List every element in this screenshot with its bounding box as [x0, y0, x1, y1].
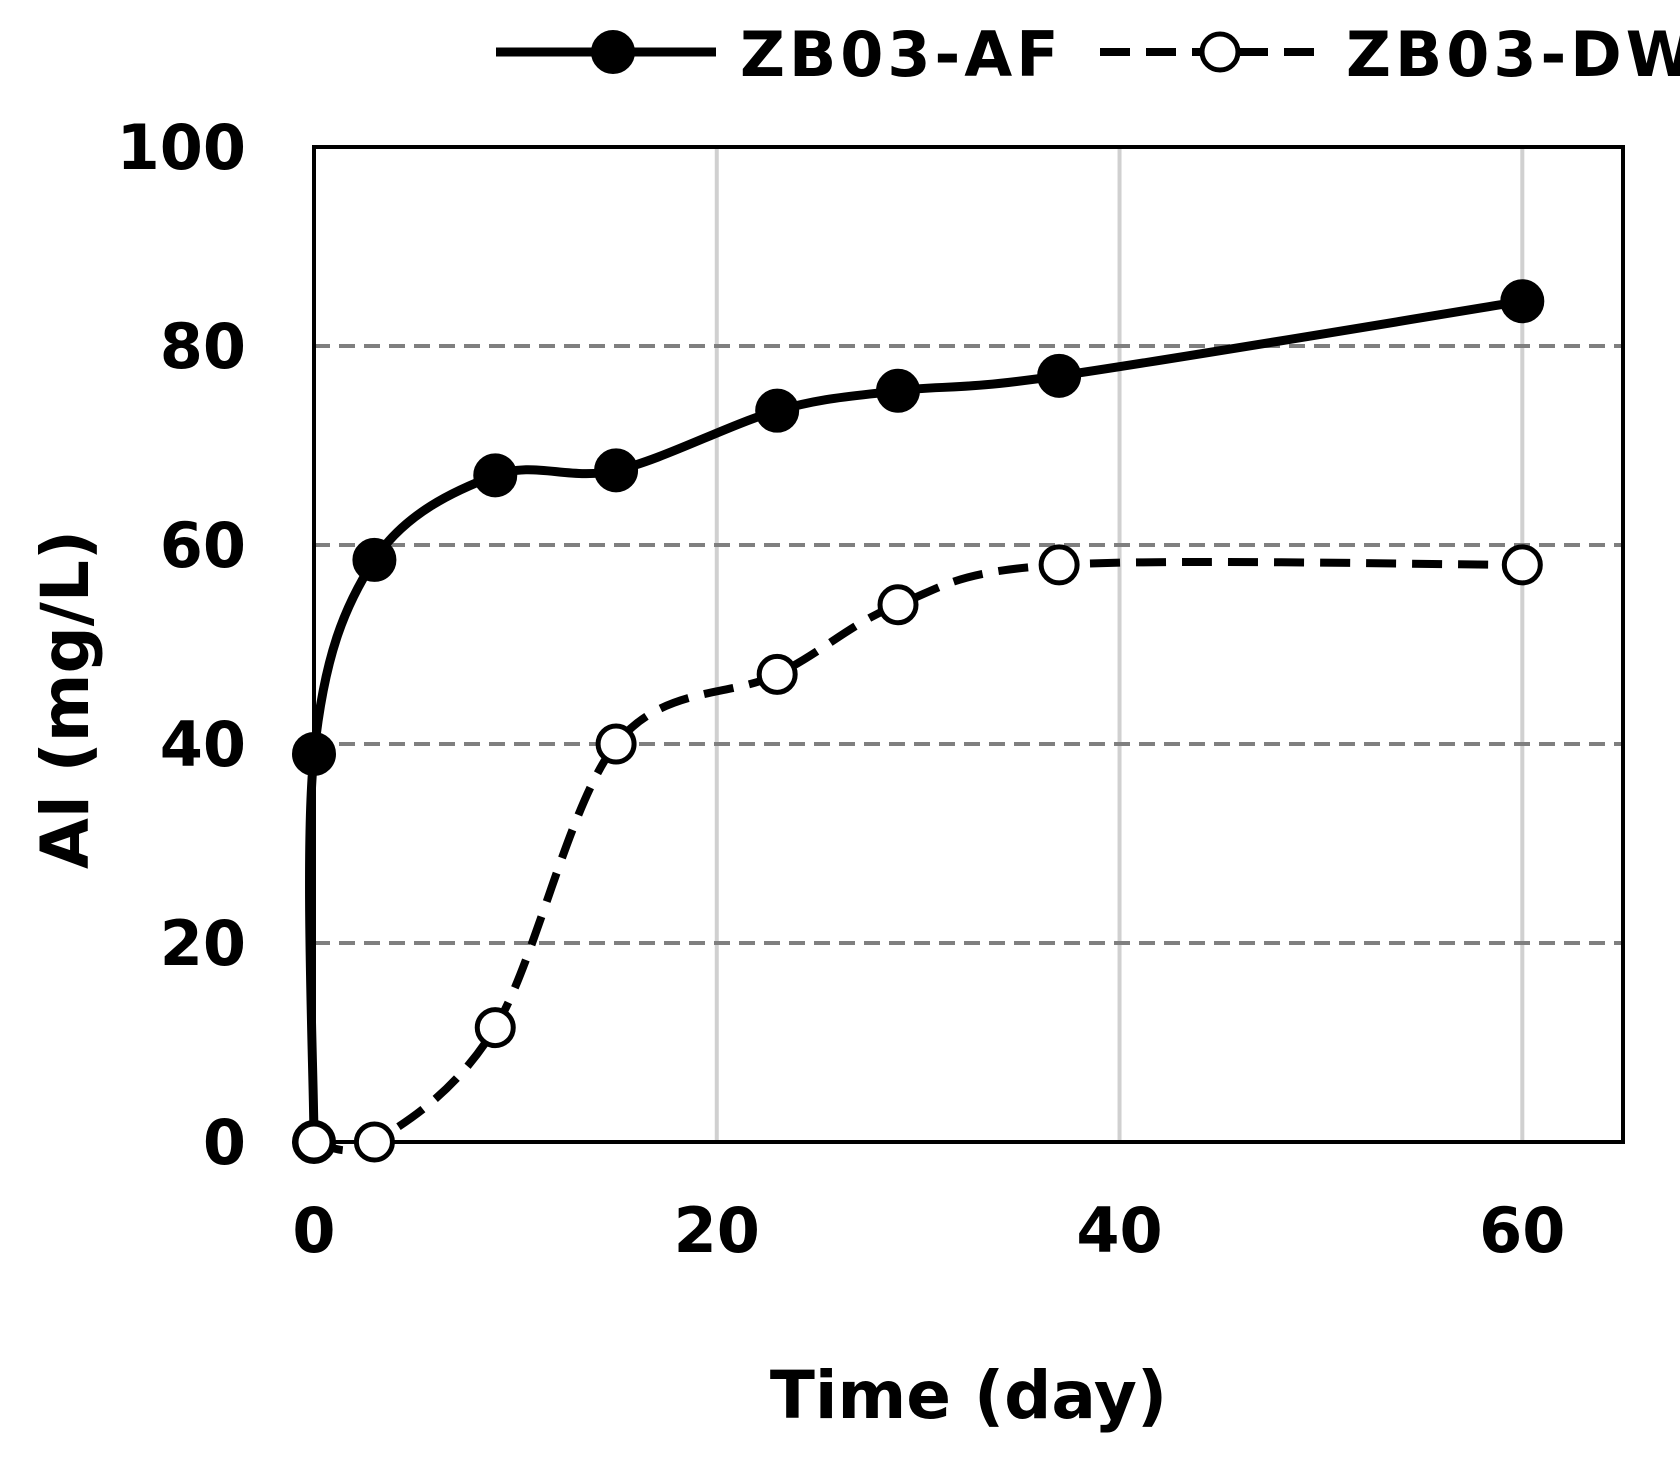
- y-tick-label: 40: [160, 708, 246, 781]
- data-point-zb03-af: [473, 453, 518, 498]
- data-point-zb03-dw: [353, 1121, 395, 1163]
- series-line-zb03-dw: [313, 557, 1523, 1155]
- data-point-zb03-dw: [595, 723, 637, 765]
- series-markers: [292, 279, 1545, 1164]
- plot-frame: [312, 145, 1625, 1144]
- y-tick-label: 80: [160, 310, 246, 383]
- data-point-zb03-af: [1500, 279, 1545, 324]
- legend-marker-zb03-dw: [1199, 31, 1241, 73]
- data-point-zb03-af: [594, 448, 639, 493]
- y-tick-labels: 0 20 40 60 80 100: [117, 111, 246, 1179]
- legend-label-zb03-dw: ZB03-DW: [1346, 18, 1680, 91]
- x-tick-label: 0: [292, 1194, 335, 1267]
- y-axis-title: Al (mg/L): [27, 530, 104, 869]
- x-tick-label: 60: [1479, 1194, 1565, 1267]
- x-tick-label: 40: [1076, 1194, 1162, 1267]
- y-tick-label: 60: [160, 509, 246, 582]
- y-tick-label: 0: [203, 1106, 246, 1179]
- x-gridlines: [714, 147, 1525, 1142]
- data-point-zb03-af: [1037, 353, 1082, 398]
- data-point-zb03-af: [755, 388, 800, 433]
- y-tick-label: 100: [117, 111, 246, 184]
- data-point-zb03-dw: [474, 1007, 516, 1049]
- data-point-zb03-af: [876, 368, 921, 413]
- data-point-zb03-dw: [293, 1121, 335, 1163]
- data-point-zb03-af: [292, 731, 336, 776]
- x-axis-title: Time (day): [770, 1357, 1167, 1434]
- legend-label-zb03-af: ZB03-AF: [740, 18, 1063, 91]
- y-tick-label: 20: [160, 907, 246, 980]
- data-point-zb03-dw: [1501, 544, 1543, 586]
- data-point-zb03-dw: [877, 584, 919, 626]
- x-tick-label: 20: [674, 1194, 760, 1267]
- x-tick-labels: 0 20 40 60: [292, 1194, 1565, 1267]
- data-point-zb03-af: [352, 537, 397, 582]
- data-point-zb03-dw: [756, 653, 798, 695]
- y-gridlines: [314, 344, 1623, 945]
- legend-marker-zb03-af: [591, 30, 635, 74]
- legend: ZB03-AF ZB03-DW: [496, 18, 1680, 91]
- data-point-zb03-dw: [1038, 544, 1080, 586]
